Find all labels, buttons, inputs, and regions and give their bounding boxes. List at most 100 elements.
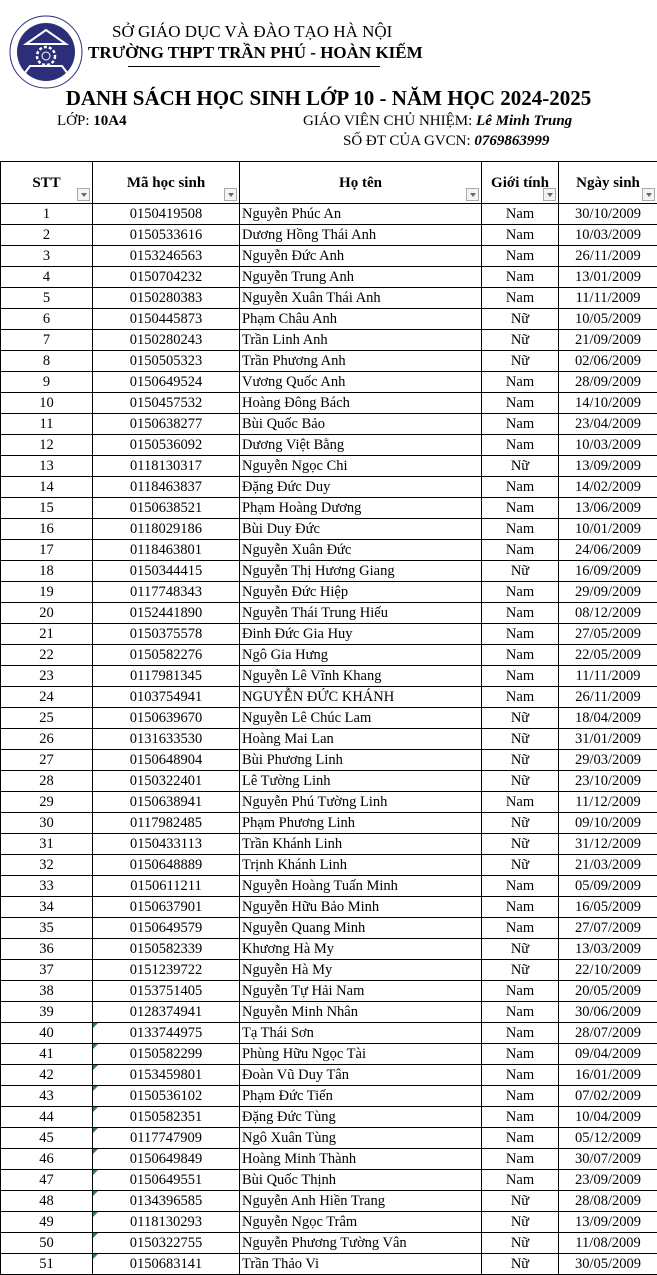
cell-student-id[interactable]: 0150582351 [92,1106,240,1128]
cell-birthdate[interactable]: 20/05/2009 [558,980,657,1002]
cell-gender[interactable]: Nữ [481,812,559,834]
cell-student-id[interactable]: 0150419508 [92,203,240,225]
cell-gender[interactable]: Nữ [481,854,559,876]
cell-student-id[interactable]: 0150280243 [92,329,240,351]
cell-name[interactable]: Trần Thảo Vi [239,1253,482,1275]
cell-gender[interactable]: Nam [481,875,559,897]
cell-student-id[interactable]: 0150344415 [92,560,240,582]
cell-gender[interactable]: Nam [481,266,559,288]
cell-stt[interactable]: 36 [0,938,93,960]
cell-gender[interactable]: Nữ [481,1232,559,1254]
cell-gender[interactable]: Nam [481,917,559,939]
cell-student-id[interactable]: 0150582276 [92,644,240,666]
cell-gender[interactable]: Nữ [481,329,559,351]
cell-gender[interactable]: Nam [481,392,559,414]
cell-stt[interactable]: 16 [0,518,93,540]
cell-stt[interactable]: 15 [0,497,93,519]
cell-name[interactable]: Ngô Gia Hưng [239,644,482,666]
cell-birthdate[interactable]: 27/07/2009 [558,917,657,939]
cell-student-id[interactable]: 0150648889 [92,854,240,876]
cell-stt[interactable]: 17 [0,539,93,561]
cell-student-id[interactable]: 0150582339 [92,938,240,960]
cell-birthdate[interactable]: 28/09/2009 [558,371,657,393]
cell-birthdate[interactable]: 13/06/2009 [558,497,657,519]
cell-birthdate[interactable]: 13/09/2009 [558,455,657,477]
cell-student-id[interactable]: 0150433113 [92,833,240,855]
cell-student-id[interactable]: 0117981345 [92,665,240,687]
cell-birthdate[interactable]: 26/11/2009 [558,686,657,708]
cell-stt[interactable]: 37 [0,959,93,981]
cell-stt[interactable]: 12 [0,434,93,456]
cell-stt[interactable]: 6 [0,308,93,330]
cell-birthdate[interactable]: 16/01/2009 [558,1064,657,1086]
cell-gender[interactable]: Nữ [481,833,559,855]
cell-name[interactable]: Nguyễn Xuân Đức [239,539,482,561]
cell-gender[interactable]: Nữ [481,770,559,792]
cell-gender[interactable]: Nữ [481,1211,559,1233]
cell-student-id[interactable]: 0118463837 [92,476,240,498]
cell-name[interactable]: Dương Việt Bằng [239,434,482,456]
cell-name[interactable]: Nguyễn Xuân Thái Anh [239,287,482,309]
cell-student-id[interactable]: 0150704232 [92,266,240,288]
cell-gender[interactable]: Nam [481,1106,559,1128]
cell-gender[interactable]: Nam [481,1043,559,1065]
cell-stt[interactable]: 11 [0,413,93,435]
cell-name[interactable]: Nguyễn Phương Tường Vân [239,1232,482,1254]
cell-birthdate[interactable]: 27/05/2009 [558,623,657,645]
cell-birthdate[interactable]: 29/09/2009 [558,581,657,603]
cell-student-id[interactable]: 0153751405 [92,980,240,1002]
cell-gender[interactable]: Nam [481,224,559,246]
filter-dropdown-icon[interactable] [224,188,237,201]
cell-stt[interactable]: 44 [0,1106,93,1128]
cell-gender[interactable]: Nam [481,1022,559,1044]
cell-stt[interactable]: 14 [0,476,93,498]
cell-gender[interactable]: Nữ [481,455,559,477]
cell-name[interactable]: Đinh Đức Gia Huy [239,623,482,645]
cell-name[interactable]: Nguyễn Trung Anh [239,266,482,288]
cell-birthdate[interactable]: 28/08/2009 [558,1190,657,1212]
cell-birthdate[interactable]: 13/09/2009 [558,1211,657,1233]
cell-birthdate[interactable]: 11/11/2009 [558,665,657,687]
cell-birthdate[interactable]: 11/08/2009 [558,1232,657,1254]
cell-gender[interactable]: Nam [481,1127,559,1149]
cell-stt[interactable]: 48 [0,1190,93,1212]
cell-name[interactable]: Nguyễn Quang Minh [239,917,482,939]
cell-name[interactable]: Phùng Hữu Ngọc Tài [239,1043,482,1065]
cell-stt[interactable]: 31 [0,833,93,855]
cell-birthdate[interactable]: 29/03/2009 [558,749,657,771]
cell-student-id[interactable]: 0150683141 [92,1253,240,1275]
cell-student-id[interactable]: 0118463801 [92,539,240,561]
cell-gender[interactable]: Nữ [481,308,559,330]
cell-student-id[interactable]: 0150280383 [92,287,240,309]
cell-student-id[interactable]: 0150445873 [92,308,240,330]
cell-gender[interactable]: Nữ [481,1253,559,1275]
cell-birthdate[interactable]: 05/12/2009 [558,1127,657,1149]
cell-gender[interactable]: Nam [481,1085,559,1107]
cell-student-id[interactable]: 0103754941 [92,686,240,708]
cell-birthdate[interactable]: 09/10/2009 [558,812,657,834]
cell-name[interactable]: Phạm Hoàng Dương [239,497,482,519]
cell-stt[interactable]: 18 [0,560,93,582]
cell-stt[interactable]: 28 [0,770,93,792]
cell-name[interactable]: Nguyễn Phú Tường Linh [239,791,482,813]
cell-stt[interactable]: 9 [0,371,93,393]
cell-stt[interactable]: 26 [0,728,93,750]
cell-stt[interactable]: 49 [0,1211,93,1233]
cell-stt[interactable]: 3 [0,245,93,267]
cell-stt[interactable]: 21 [0,623,93,645]
cell-birthdate[interactable]: 10/05/2009 [558,308,657,330]
cell-student-id[interactable]: 0150639670 [92,707,240,729]
cell-birthdate[interactable]: 30/05/2009 [558,1253,657,1275]
cell-student-id[interactable]: 0150457532 [92,392,240,414]
cell-name[interactable]: Nguyễn Hữu Bảo Minh [239,896,482,918]
cell-student-id[interactable]: 0150582299 [92,1043,240,1065]
cell-stt[interactable]: 20 [0,602,93,624]
cell-gender[interactable]: Nam [481,581,559,603]
cell-name[interactable]: Nguyễn Hoàng Tuấn Minh [239,875,482,897]
cell-birthdate[interactable]: 08/12/2009 [558,602,657,624]
cell-name[interactable]: Phạm Châu Anh [239,308,482,330]
cell-gender[interactable]: Nam [481,371,559,393]
cell-birthdate[interactable]: 22/05/2009 [558,644,657,666]
cell-name[interactable]: Phạm Đức Tiến [239,1085,482,1107]
cell-birthdate[interactable]: 02/06/2009 [558,350,657,372]
